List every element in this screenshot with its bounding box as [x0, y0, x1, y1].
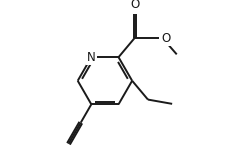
Text: O: O: [161, 32, 170, 45]
Text: O: O: [131, 0, 140, 11]
Text: N: N: [87, 51, 96, 64]
